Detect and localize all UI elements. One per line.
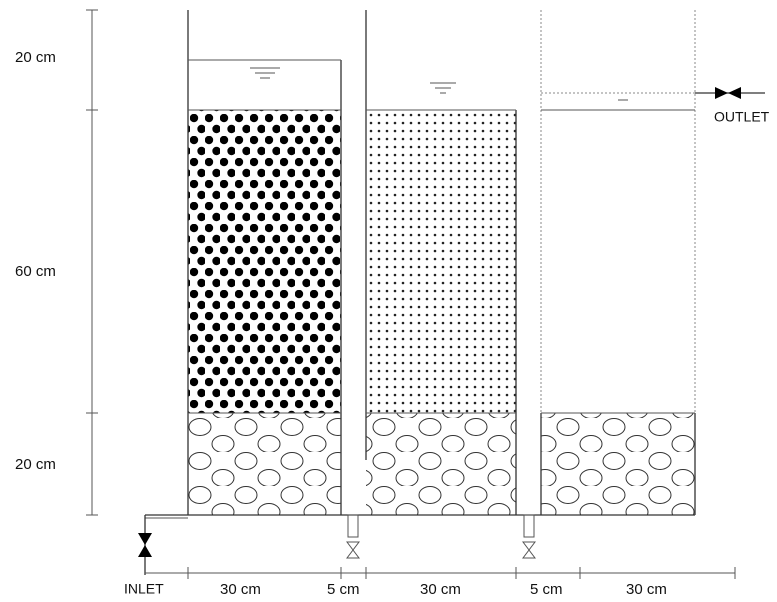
outlet-valve xyxy=(728,87,741,99)
dimension-label: 5 cm xyxy=(327,581,360,598)
inlet-valve xyxy=(138,545,152,557)
dimension-label: 30 cm xyxy=(420,581,461,598)
inlet-label: INLET xyxy=(124,581,164,597)
dimension-label: 5 cm xyxy=(530,581,563,598)
dimension-label: 30 cm xyxy=(220,581,261,598)
dimension-label: 60 cm xyxy=(15,263,56,280)
outlet-label: OUTLET xyxy=(714,109,770,125)
drain-valve xyxy=(522,514,536,559)
dimension-label: 30 cm xyxy=(626,581,667,598)
fine-filter-column xyxy=(365,10,517,515)
horizontal-dimension xyxy=(145,567,736,579)
settling-column xyxy=(540,10,696,515)
drain-valve xyxy=(346,514,360,559)
dimension-label: 20 cm xyxy=(15,456,56,473)
coarse-filter-column xyxy=(187,10,342,515)
inlet-valve xyxy=(138,533,152,545)
vertical-dimension xyxy=(86,9,98,516)
outlet-valve xyxy=(715,87,728,99)
dimension-label: 20 cm xyxy=(15,49,56,66)
